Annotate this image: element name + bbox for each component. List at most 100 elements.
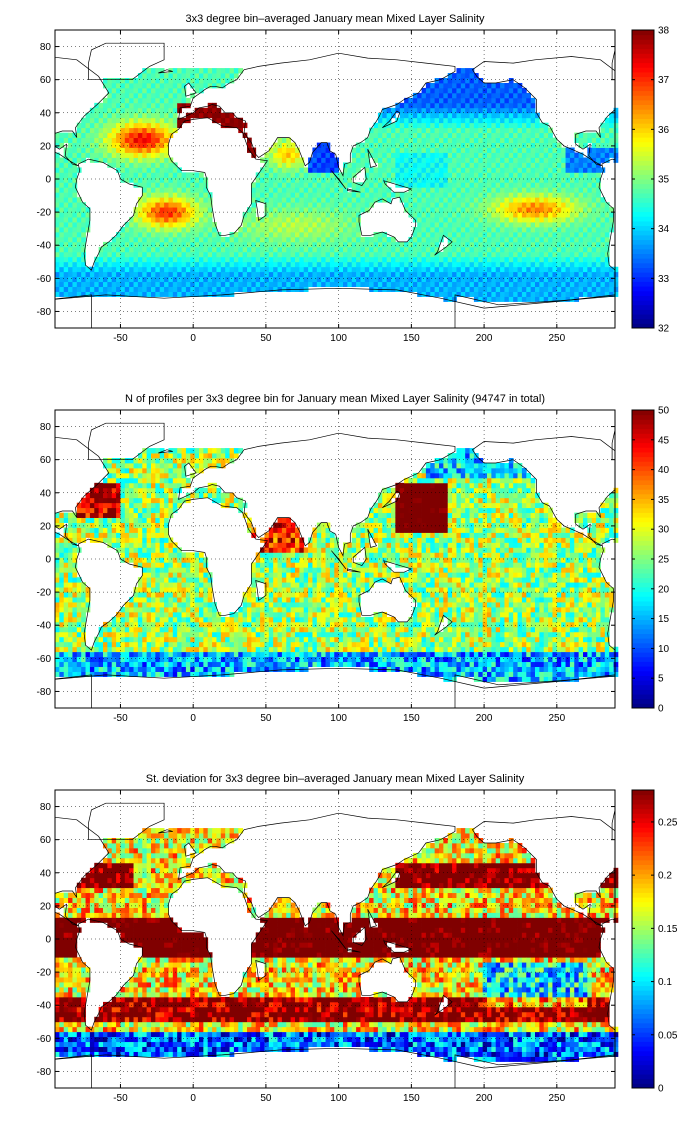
- heatmap-cell: [460, 87, 466, 94]
- heatmap-cell: [513, 291, 518, 297]
- heatmap-cell: [556, 241, 562, 248]
- heatmap-cell: [609, 142, 614, 148]
- heatmap-cell: [85, 142, 91, 148]
- heatmap-cell: [103, 631, 108, 638]
- heatmap-cell: [89, 487, 95, 494]
- heatmap-cell: [539, 137, 545, 143]
- heatmap-cell: [583, 132, 588, 139]
- heatmap-cell: [312, 256, 318, 263]
- heatmap-cell: [417, 286, 422, 292]
- heatmap-cell: [233, 246, 239, 253]
- heatmap-cell: [116, 527, 121, 533]
- heatmap-cell: [508, 182, 514, 188]
- heatmap-cell: [137, 241, 143, 248]
- heatmap-cell: [609, 147, 614, 153]
- heatmap-cell: [386, 177, 392, 183]
- heatmap-cell: [421, 157, 427, 163]
- heatmap-cell: [199, 78, 204, 84]
- heatmap-cell: [508, 97, 514, 104]
- heatmap-cell: [268, 202, 274, 208]
- heatmap-cell: [103, 122, 108, 129]
- heatmap-cell: [142, 132, 148, 139]
- heatmap-cell: [574, 152, 580, 158]
- heatmap-cell: [299, 202, 305, 208]
- heatmap-cell: [600, 197, 606, 203]
- heatmap-cell: [434, 92, 440, 99]
- heatmap-cell: [504, 92, 510, 99]
- heatmap-cell: [72, 217, 78, 223]
- heatmap-cell: [347, 197, 353, 203]
- colorbar-segment: [632, 53, 654, 59]
- coastline: [55, 56, 110, 167]
- heatmap-cell: [482, 142, 488, 148]
- heatmap-cell: [521, 87, 527, 94]
- heatmap-cell: [55, 182, 60, 188]
- heatmap-cell: [142, 147, 148, 153]
- heatmap-cell: [517, 296, 523, 302]
- heatmap-cell: [377, 122, 383, 129]
- heatmap-cell: [425, 266, 431, 273]
- heatmap-cell: [425, 241, 431, 248]
- heatmap-cell: [129, 467, 134, 474]
- heatmap-cell: [487, 147, 492, 153]
- heatmap-cell: [478, 266, 484, 273]
- heatmap-cell: [59, 291, 65, 297]
- heatmap-cell: [517, 187, 523, 193]
- heatmap-cell: [124, 537, 130, 543]
- heatmap-cell: [543, 212, 549, 218]
- heatmap-cell: [338, 281, 344, 288]
- heatmap-cell: [565, 231, 571, 238]
- heatmap-cell: [613, 286, 619, 292]
- heatmap-cell: [369, 132, 374, 139]
- heatmap-cell: [286, 286, 292, 292]
- heatmap-cell: [465, 182, 470, 188]
- heatmap-cell: [295, 177, 300, 183]
- heatmap-cell: [587, 207, 593, 213]
- heatmap-cell: [569, 276, 575, 283]
- heatmap-cell: [172, 241, 178, 248]
- heatmap-cell: [133, 127, 139, 134]
- heatmap-cell: [391, 256, 396, 263]
- heatmap-cell: [177, 87, 182, 94]
- heatmap-cell: [447, 157, 453, 163]
- heatmap-cell: [129, 607, 134, 613]
- heatmap-cell: [408, 112, 414, 119]
- heatmap-cell: [447, 127, 453, 134]
- heatmap-cell: [412, 261, 418, 268]
- heatmap-cell: [181, 73, 187, 79]
- heatmap-cell: [391, 192, 396, 198]
- heatmap-cell: [264, 241, 270, 248]
- heatmap-cell: [530, 286, 536, 292]
- heatmap-cell: [63, 616, 69, 623]
- heatmap-cell: [133, 517, 139, 523]
- heatmap-cell: [508, 107, 514, 114]
- heatmap-cell: [277, 202, 283, 208]
- heatmap-cell: [72, 651, 78, 658]
- heatmap-cell: [334, 167, 340, 173]
- heatmap-cell: [72, 592, 78, 598]
- heatmap-cell: [116, 522, 121, 528]
- heatmap-cell: [220, 82, 226, 89]
- heatmap-cell: [343, 256, 348, 263]
- heatmap-cell: [543, 286, 549, 292]
- heatmap-cell: [521, 256, 527, 263]
- heatmap-cell: [207, 202, 213, 208]
- heatmap-cell: [377, 152, 383, 158]
- heatmap-cell: [68, 142, 73, 148]
- heatmap-cell: [495, 266, 501, 273]
- heatmap-cell: [177, 291, 182, 297]
- heatmap-cell: [465, 286, 470, 292]
- heatmap-cell: [500, 241, 505, 248]
- heatmap-cell: [548, 251, 553, 258]
- heatmap-cell: [111, 147, 117, 153]
- heatmap-cell: [425, 117, 431, 124]
- heatmap-cell: [229, 286, 235, 292]
- heatmap-cell: [233, 256, 239, 263]
- heatmap-cell: [164, 97, 169, 104]
- heatmap-cell: [504, 132, 510, 139]
- heatmap-cell: [478, 107, 484, 114]
- heatmap-cell: [421, 107, 427, 114]
- heatmap-cell: [425, 222, 431, 228]
- heatmap-cell: [137, 256, 143, 263]
- heatmap-cell: [465, 207, 470, 213]
